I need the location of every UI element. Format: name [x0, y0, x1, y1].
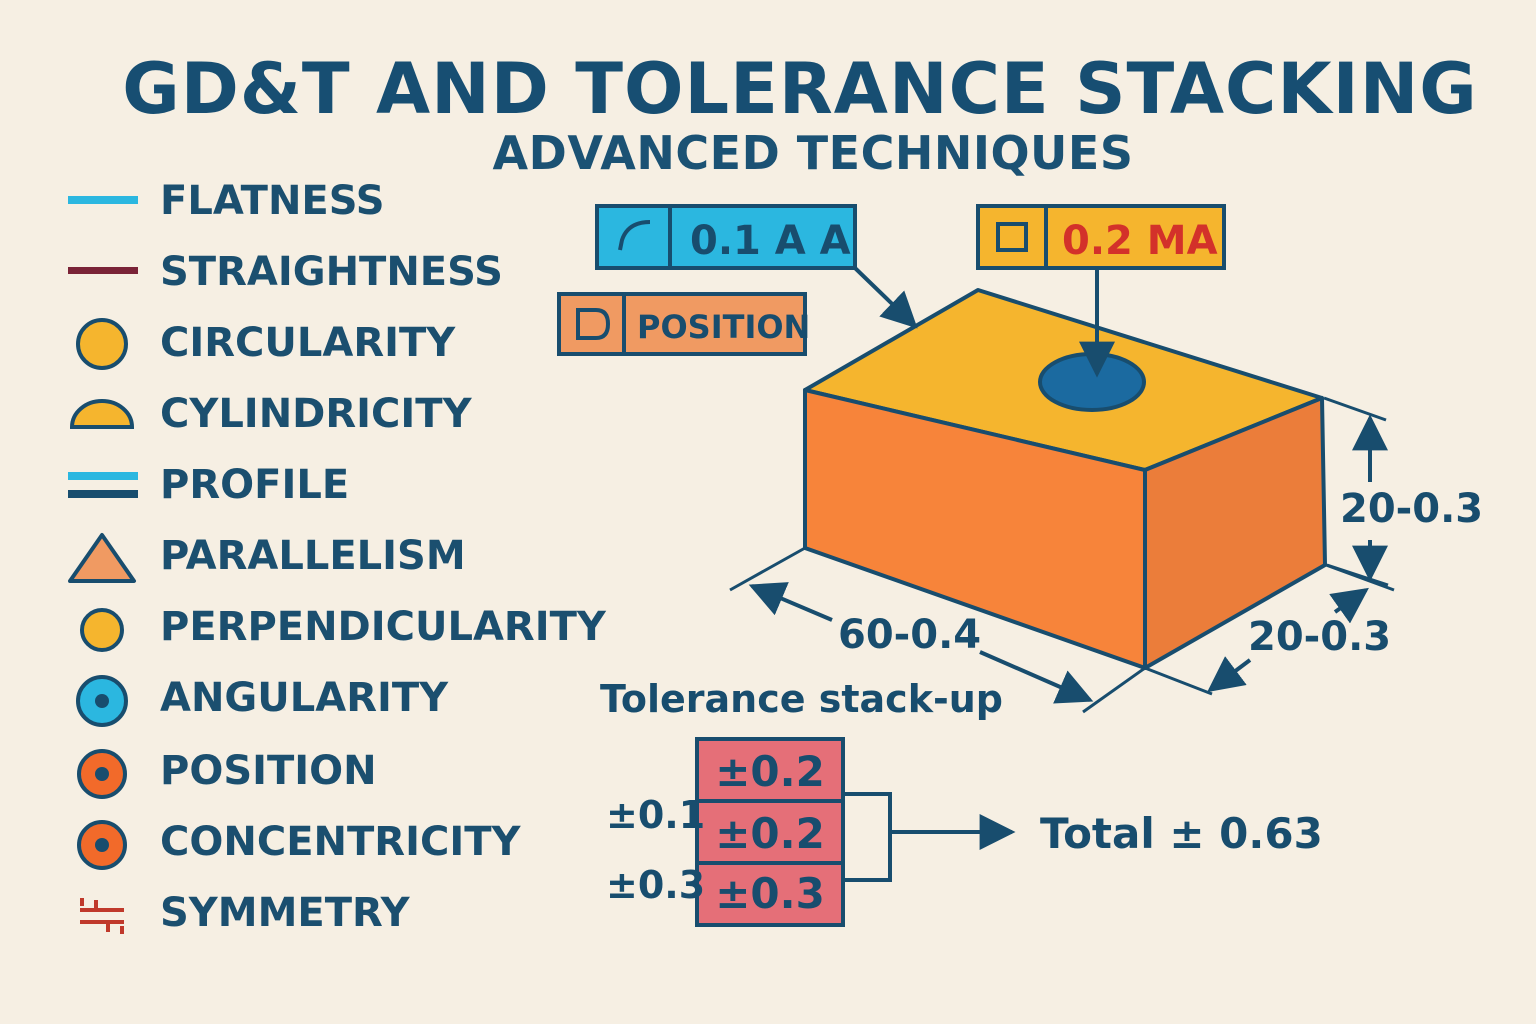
- square-icon: [996, 222, 1028, 252]
- legend-item-parallelism: PARALLELISM: [60, 525, 660, 585]
- position-control-frame: POSITION: [557, 292, 810, 356]
- profile-icon: [618, 220, 651, 251]
- stack-total: Total ± 0.63: [1040, 809, 1323, 858]
- stack-table: ±0.2 ±0.2 ±0.3 ±0.1 ±0.3: [606, 737, 845, 927]
- legend-item-concentricity: CONCENTRICITY: [60, 811, 660, 871]
- stack-side-label: ±0.3: [606, 863, 705, 907]
- legend-label: PROFILE: [160, 462, 350, 508]
- page-subtitle: ADVANCED TECHNIQUES: [492, 126, 1134, 180]
- depth-dimension: 20-0.3: [1144, 563, 1395, 696]
- depth-dimension-label: 20-0.3: [1248, 614, 1391, 660]
- block-part: [803, 288, 1327, 670]
- block-side-face: [1143, 396, 1327, 670]
- legend-label: SYMMETRY: [160, 890, 410, 936]
- legend-item-cylindricity: CYLINDRICITY: [60, 383, 660, 443]
- legend-item-perpendicularity: PERPENDICULARITY: [60, 596, 660, 656]
- length-dimension: 60-0.4: [729, 546, 1146, 714]
- length-dimension-label: 60-0.4: [838, 612, 981, 658]
- square-control-frame: 0.2 MA: [976, 204, 1226, 270]
- cylindricity-icon: [69, 399, 135, 429]
- legend-item-symmetry: SYMMETRY: [60, 882, 660, 942]
- legend-label: PERPENDICULARITY: [160, 604, 606, 650]
- circularity-icon: [76, 318, 128, 370]
- stack-cell-value: ±0.2: [715, 747, 825, 796]
- legend-item-position: POSITION: [60, 740, 660, 800]
- stack-side-label: ±0.1: [606, 793, 705, 837]
- profile-frame-value: 0.1 A A: [690, 218, 851, 264]
- legend-label: FLATNESS: [160, 178, 385, 224]
- legend-label: CYLINDRICITY: [160, 391, 472, 437]
- legend-label: CIRCULARITY: [160, 320, 456, 366]
- straightness-icon: [68, 267, 138, 274]
- legend-item-flatness: FLATNESS: [60, 170, 660, 230]
- legend-label: ANGULARITY: [160, 675, 449, 721]
- legend-item-straightness: STRAIGHTNESS: [60, 241, 660, 301]
- perpendicularity-icon: [80, 608, 124, 652]
- position-frame-icon: [576, 308, 611, 340]
- stack-cell: [695, 737, 845, 803]
- position-icon: [77, 749, 127, 799]
- legend-item-circularity: CIRCULARITY: [60, 312, 660, 372]
- profile-control-frame: 0.1 A A: [595, 204, 857, 270]
- symmetry-icon: [80, 898, 124, 934]
- position-frame-value: POSITION: [637, 308, 810, 346]
- height-dimension-label: 20-0.3: [1340, 486, 1483, 532]
- legend-item-profile: PROFILE: [60, 454, 660, 514]
- stack-cell: [695, 861, 845, 927]
- gdt-symbol-legend: FLATNESS STRAIGHTNESS CIRCULARITY CYLIND…: [60, 0, 660, 1024]
- legend-label: STRAIGHTNESS: [160, 249, 503, 295]
- concentricity-icon: [77, 820, 127, 870]
- profile-icon: [68, 472, 138, 498]
- hole-feature: [1038, 352, 1146, 412]
- angularity-icon: [76, 675, 128, 727]
- stack-bracket: [843, 792, 1016, 882]
- flatness-icon: [68, 196, 138, 204]
- stack-cell-value: ±0.2: [715, 809, 825, 858]
- square-frame-value: 0.2 MA: [1062, 218, 1218, 264]
- legend-item-angularity: ANGULARITY: [60, 667, 660, 727]
- stack-title: Tolerance stack-up: [600, 677, 1003, 721]
- legend-label: PARALLELISM: [160, 533, 466, 579]
- legend-label: POSITION: [160, 748, 377, 794]
- stack-cell-value: ±0.3: [715, 869, 825, 918]
- parallelism-icon: [68, 533, 136, 583]
- legend-label: CONCENTRICITY: [160, 819, 521, 865]
- page-title: GD&T AND TOLERANCE STACKING: [122, 48, 1478, 130]
- height-dimension: 20-0.3: [1323, 396, 1483, 587]
- profile-leader-arrow: [853, 266, 918, 329]
